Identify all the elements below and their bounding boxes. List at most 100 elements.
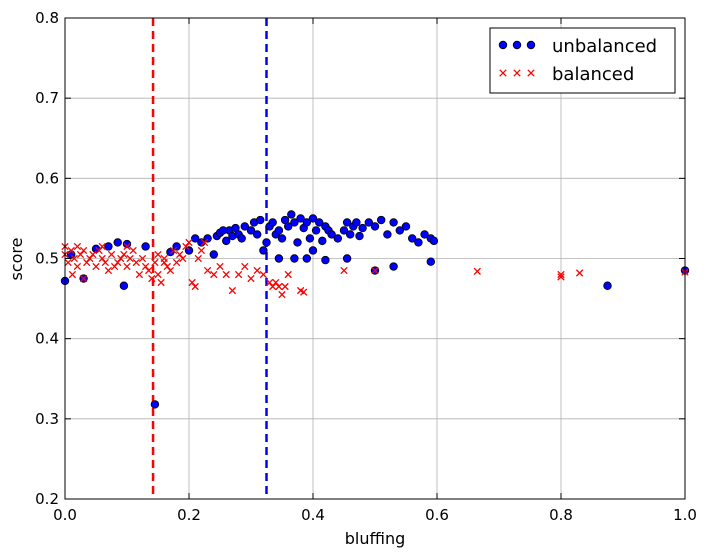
point-unbalanced <box>268 218 277 227</box>
x-marker-balanced <box>129 246 137 255</box>
x-marker-balanced <box>473 267 481 275</box>
tick-labels: 0.0 0.2 0.4 0.6 0.8 1.00.20.30.40.50.60.70.8 <box>35 9 697 524</box>
point-unbalanced <box>293 238 302 247</box>
x-tick-label: 0.2 <box>177 506 201 524</box>
point-unbalanced <box>209 250 218 259</box>
x-tick-label: 0.8 <box>549 506 573 524</box>
point-unbalanced <box>150 400 160 409</box>
point-unbalanced <box>308 246 318 255</box>
x-marker-balanced <box>557 270 565 279</box>
point-unbalanced <box>113 238 122 247</box>
x-tick-label: 0.0 <box>53 506 77 524</box>
x-marker-balanced <box>228 286 237 295</box>
point-unbalanced <box>414 238 423 247</box>
point-unbalanced <box>346 230 355 239</box>
x-marker-balanced <box>200 238 209 247</box>
point-unbalanced <box>370 222 380 231</box>
x-marker-balanced <box>154 250 162 259</box>
x-marker-balanced <box>259 270 268 279</box>
point-unbalanced <box>119 281 129 290</box>
point-unbalanced <box>318 236 327 246</box>
x-marker-balanced <box>172 258 181 267</box>
x-marker-balanced <box>89 250 97 259</box>
point-unbalanced <box>287 210 296 219</box>
x-marker-balanced <box>68 270 77 279</box>
x-marker-balanced <box>157 278 165 287</box>
point-unbalanced <box>262 238 271 247</box>
x-marker-balanced <box>210 270 218 279</box>
x-marker-balanced <box>284 270 292 279</box>
x-marker-balanced <box>166 266 175 275</box>
point-unbalanced <box>259 246 268 255</box>
point-unbalanced <box>339 226 349 235</box>
x-marker-balanced <box>79 274 88 283</box>
point-unbalanced <box>284 222 293 231</box>
point-unbalanced <box>327 230 336 239</box>
point-unbalanced <box>302 218 311 227</box>
point-unbalanced <box>342 254 352 263</box>
point-unbalanced <box>274 226 284 235</box>
point-unbalanced <box>104 242 113 251</box>
legend-box <box>489 27 676 94</box>
x-marker-balanced <box>70 254 78 263</box>
point-unbalanced <box>358 223 367 233</box>
x-tick-label: 1.0 <box>673 506 697 524</box>
point-unbalanced <box>190 234 200 243</box>
x-marker-balanced <box>340 266 348 275</box>
x-marker-balanced <box>145 266 153 275</box>
x-marker-balanced <box>557 273 565 281</box>
x-marker-balanced <box>123 242 131 251</box>
y-tick-label: 0.6 <box>35 169 59 187</box>
point-unbalanced <box>426 257 435 266</box>
x-marker-balanced <box>64 258 72 267</box>
point-unbalanced <box>122 239 132 249</box>
point-unbalanced <box>240 222 249 231</box>
x-marker-balanced <box>247 274 255 283</box>
series-unbalanced <box>60 210 690 409</box>
x-marker-balanced <box>73 242 82 251</box>
point-unbalanced <box>296 214 305 223</box>
point-unbalanced <box>141 242 150 251</box>
x-marker-balanced <box>101 258 109 267</box>
x-marker-balanced <box>203 266 212 275</box>
point-unbalanced <box>401 222 411 231</box>
legend-label-unbalanced: unbalanced <box>552 36 657 57</box>
legend-marker-balanced <box>513 69 521 77</box>
point-unbalanced <box>364 218 373 227</box>
x-marker-balanced <box>126 254 134 263</box>
y-tick-label: 0.3 <box>35 410 59 428</box>
x-marker-balanced <box>98 242 106 251</box>
x-tick-label: 0.4 <box>301 506 325 524</box>
y-axis-label: score <box>7 238 26 281</box>
point-unbalanced <box>389 262 398 271</box>
x-marker-balanced <box>123 262 131 271</box>
point-unbalanced <box>274 254 284 263</box>
x-marker-balanced <box>234 270 243 279</box>
x-marker-balanced <box>154 270 162 279</box>
point-unbalanced <box>408 234 417 243</box>
y-tick-label: 0.8 <box>35 9 59 27</box>
x-marker-balanced <box>216 262 224 271</box>
x-marker-balanced <box>107 250 116 259</box>
legend-markers <box>498 40 536 77</box>
x-tick-label: 0.6 <box>425 506 449 524</box>
x-axis-label: bluffing <box>345 529 406 548</box>
x-marker-balanced <box>104 266 113 275</box>
point-unbalanced <box>377 215 386 225</box>
legend-marker-balanced <box>527 69 535 77</box>
series-balanced <box>61 238 689 299</box>
point-unbalanced <box>333 234 342 243</box>
point-unbalanced <box>290 254 299 263</box>
x-marker-balanced <box>92 262 100 271</box>
x-marker-balanced <box>151 258 159 267</box>
point-unbalanced <box>253 230 262 239</box>
point-unbalanced <box>342 218 352 227</box>
point-unbalanced <box>389 218 398 227</box>
x-marker-balanced <box>194 254 202 263</box>
point-unbalanced <box>383 230 392 239</box>
x-marker-balanced <box>197 246 206 255</box>
x-marker-balanced <box>371 266 379 275</box>
x-marker-balanced <box>169 246 178 255</box>
legend-marker-unbalanced <box>498 40 508 50</box>
